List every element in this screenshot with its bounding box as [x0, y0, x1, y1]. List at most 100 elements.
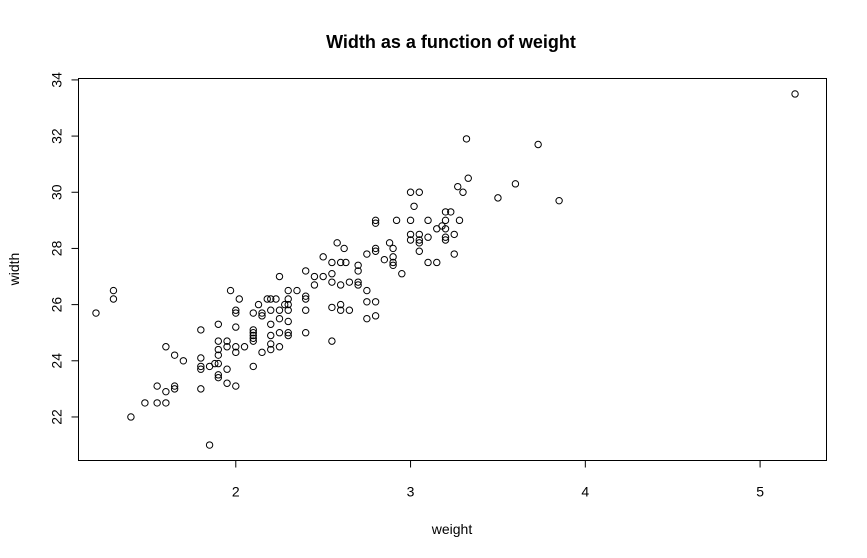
data-point [301, 267, 310, 275]
data-point [232, 309, 240, 317]
data-point [284, 317, 292, 326]
data-point [424, 216, 432, 225]
data-point [249, 334, 257, 343]
data-point [249, 328, 257, 337]
data-point [371, 312, 380, 320]
data-points [92, 90, 799, 449]
data-point [281, 300, 289, 309]
data-point [109, 295, 118, 303]
data-point [197, 385, 205, 393]
x-tick-label: 2 [232, 484, 240, 500]
data-point [267, 340, 275, 348]
y-tick-label: 34 [49, 72, 65, 88]
data-point [415, 236, 423, 244]
data-point [275, 343, 284, 351]
data-point [223, 337, 231, 345]
data-point [214, 371, 223, 379]
data-point [319, 272, 327, 281]
data-point [406, 216, 415, 225]
data-point [441, 233, 450, 241]
data-point [214, 351, 223, 359]
data-point [534, 140, 542, 149]
data-point [354, 281, 362, 289]
x-axis-label: weight [431, 521, 473, 537]
data-point [284, 286, 292, 295]
x-tick-label: 3 [407, 484, 415, 500]
data-point [424, 233, 432, 241]
data-point [249, 309, 257, 317]
data-point [354, 278, 362, 286]
data-point [459, 188, 467, 196]
data-point [450, 250, 458, 258]
data-point [464, 174, 472, 182]
data-point [454, 182, 462, 191]
data-point [345, 306, 354, 314]
data-point [235, 295, 243, 303]
data-point [275, 272, 284, 281]
data-point [354, 267, 362, 275]
data-point [109, 286, 118, 295]
data-point [263, 295, 271, 303]
plot-frame [78, 78, 827, 461]
data-point [275, 314, 284, 323]
data-point [267, 306, 275, 314]
y-tick-label: 28 [49, 240, 65, 256]
data-point [162, 387, 170, 396]
data-point [447, 208, 455, 216]
data-point [371, 247, 380, 255]
data-point [424, 258, 432, 267]
data-point [197, 326, 205, 334]
data-point [415, 188, 423, 196]
y-tick-label: 24 [49, 353, 65, 369]
data-point [232, 343, 240, 351]
data-point [389, 261, 397, 269]
data-point [406, 230, 415, 239]
data-point [371, 244, 380, 253]
data-point [363, 298, 371, 306]
data-point [389, 258, 397, 267]
data-point [310, 272, 319, 281]
data-point [275, 306, 284, 314]
data-point [406, 236, 415, 244]
data-point [328, 278, 336, 286]
y-tick-label: 22 [49, 409, 65, 425]
data-point [328, 258, 336, 267]
data-point [214, 320, 223, 328]
data-point [214, 359, 223, 368]
data-point [336, 306, 345, 314]
data-point [272, 295, 280, 303]
data-point [267, 345, 275, 354]
data-point [336, 258, 345, 267]
data-point [415, 230, 423, 239]
data-point [301, 295, 310, 303]
data-point [328, 270, 336, 278]
data-point [310, 281, 319, 289]
data-point [371, 219, 380, 227]
data-point [293, 286, 301, 295]
data-point [301, 328, 310, 337]
data-point [211, 359, 219, 368]
data-point [336, 300, 345, 309]
data-point [441, 225, 450, 233]
data-point [441, 208, 450, 216]
data-point [328, 337, 336, 345]
data-point [170, 382, 179, 390]
data-point [494, 194, 502, 202]
data-point [363, 314, 371, 323]
data-point [170, 351, 179, 359]
data-point [153, 399, 161, 407]
y-axis-label: width [6, 253, 22, 287]
data-point [267, 331, 275, 340]
data-point [249, 326, 257, 334]
data-point [214, 345, 223, 354]
data-point [441, 216, 450, 225]
data-point [254, 300, 263, 309]
data-point [267, 320, 275, 328]
data-point [249, 331, 257, 340]
data-point [223, 365, 231, 373]
data-point [127, 413, 135, 421]
data-point [392, 216, 401, 225]
data-point [410, 202, 418, 211]
data-point [240, 343, 249, 351]
